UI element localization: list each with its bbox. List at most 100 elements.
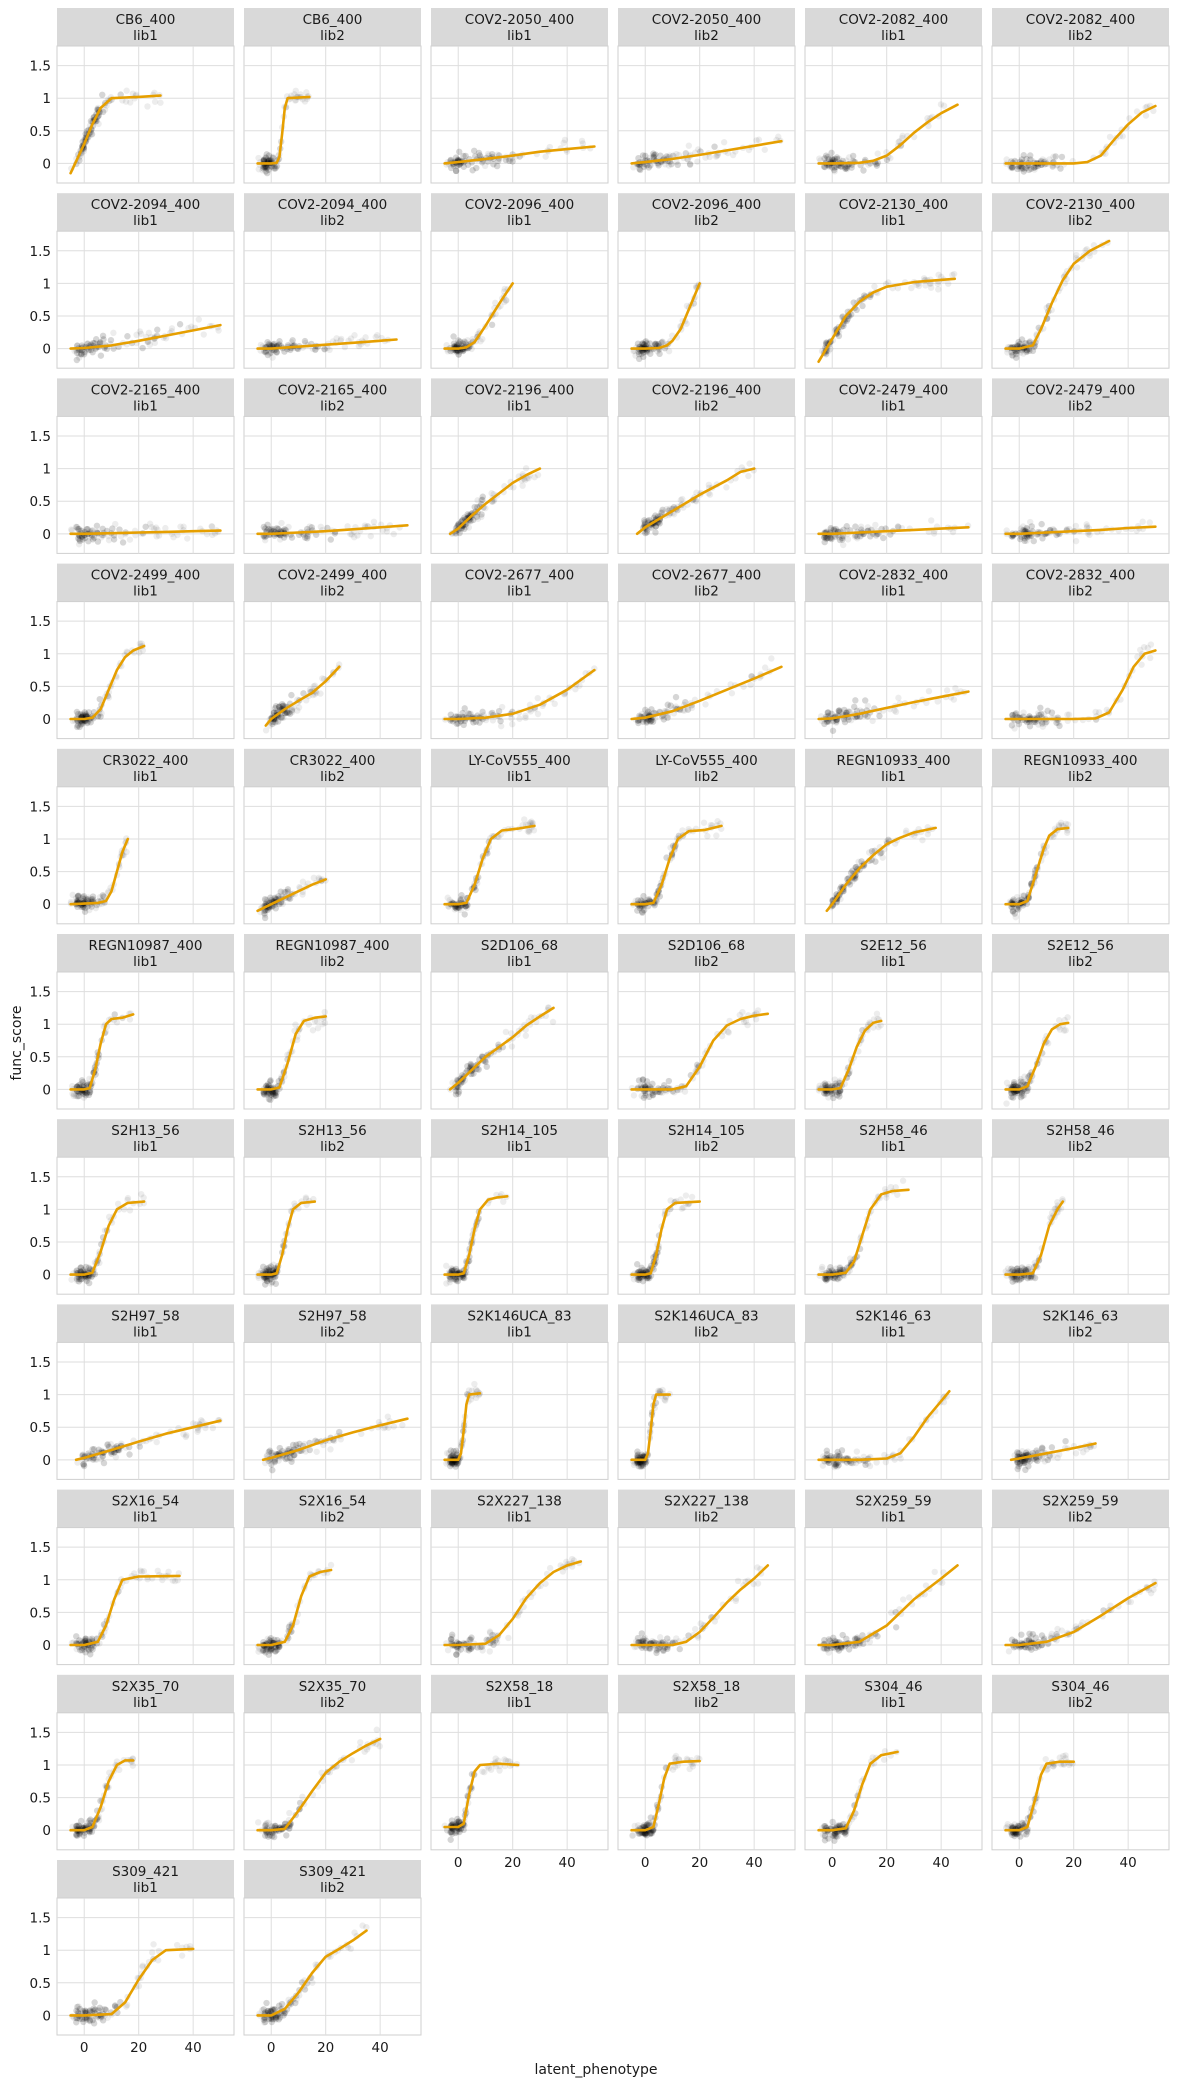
data-point [1053,719,1060,726]
data-point [883,156,891,164]
data-point [455,351,462,358]
data-point [479,708,486,716]
data-point [259,167,266,174]
facet-strip-library: lib1 [133,584,158,600]
data-point [302,1194,310,1201]
data-point [1106,133,1114,141]
data-point [1133,108,1141,115]
data-point [473,164,480,172]
data-point [459,340,467,348]
data-point [819,1462,827,1469]
data-point [702,701,709,708]
data-point [745,472,752,480]
data-point [288,691,295,699]
data-point [729,151,737,159]
data-point [351,332,358,339]
fit-line [443,282,514,350]
data-point [937,101,945,108]
data-point [630,1092,638,1099]
data-point [260,523,268,531]
data-point [302,534,309,541]
facet-strip-library: lib1 [881,1139,906,1155]
data-point [843,165,851,173]
data-point [1031,163,1038,171]
data-point [276,341,283,348]
data-point [462,152,469,160]
data-point [820,163,828,170]
data-point [1011,1275,1019,1283]
y-tick-label: 0 [42,712,51,728]
data-point [154,326,161,333]
facet-strip-library: lib2 [1068,1324,1093,1340]
data-point [146,520,154,527]
plot-panel [804,45,983,184]
data-point [495,157,502,165]
data-point [85,1279,93,1287]
data-point [458,892,465,899]
data-point [311,346,319,354]
data-point [272,165,279,172]
facet-strip-title: S2D106_68 [481,938,558,954]
data-point [80,351,88,358]
data-point [306,523,313,530]
data-point [122,98,130,105]
data-point [1017,349,1024,356]
data-point [336,1428,343,1436]
data-point [644,348,651,356]
data-point [478,496,485,504]
data-point [265,525,272,533]
data-point [682,150,690,157]
data-point [1021,339,1029,347]
data-point [831,164,838,171]
data-point [76,354,83,361]
data-point [75,535,82,542]
data-point [144,103,151,110]
facet-strip-title: COV2-2479_400 [839,382,948,398]
y-tick-label: 0 [42,527,51,543]
data-point [263,164,270,172]
facet-strip-library: lib1 [507,28,532,44]
data-point [73,1275,81,1282]
data-point [88,131,96,138]
data-point [635,355,643,363]
data-point [264,169,271,177]
data-point [126,1207,134,1214]
data-point [267,1280,275,1287]
data-point [744,1021,751,1029]
data-point [136,1443,143,1450]
facet-strip-title: COV2-2499_400 [91,568,200,584]
data-point [821,155,828,162]
data-point [887,154,894,162]
data-point [706,491,714,498]
data-point [522,1032,530,1039]
data-point [303,89,310,96]
data-point [265,342,273,349]
data-point [652,340,659,348]
fit-line [69,529,222,536]
data-point [830,166,838,174]
data-point [495,707,503,715]
data-point [522,714,529,722]
data-point [263,163,270,171]
data-point [459,340,466,347]
data-point [273,348,280,356]
facet-strip-library: lib1 [881,1324,906,1340]
fit-line [69,94,162,175]
data-point [127,99,134,106]
data-point [1017,163,1024,170]
data-point [139,344,146,352]
data-point [265,166,272,173]
data-point [922,282,929,289]
data-point [454,162,461,169]
data-point [479,493,486,500]
data-point [468,345,475,353]
y-tick-label: 0.5 [30,865,51,881]
data-point [824,709,832,716]
